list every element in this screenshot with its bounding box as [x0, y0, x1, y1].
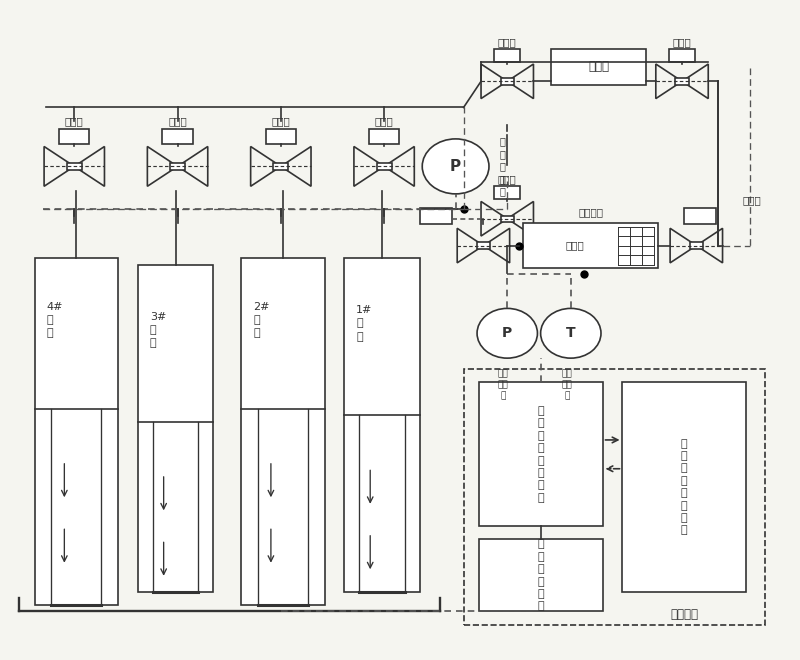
Bar: [59, 129, 90, 144]
Bar: [494, 49, 520, 62]
Text: 控制系统: 控制系统: [670, 608, 698, 621]
Bar: [138, 265, 214, 592]
Bar: [669, 49, 695, 62]
Bar: [479, 539, 602, 611]
Bar: [34, 258, 118, 605]
Text: 压
力
传
感
器: 压 力 传 感 器: [499, 137, 505, 196]
Bar: [369, 129, 399, 144]
Circle shape: [541, 308, 601, 358]
Text: 信
号
处
理
控
制
单
元: 信 号 处 理 控 制 单 元: [538, 406, 544, 503]
FancyBboxPatch shape: [675, 78, 689, 84]
FancyBboxPatch shape: [66, 162, 82, 170]
Bar: [523, 223, 658, 268]
FancyBboxPatch shape: [274, 162, 288, 170]
Text: 2#
活
塞: 2# 活 塞: [253, 302, 270, 339]
FancyBboxPatch shape: [377, 162, 392, 170]
Text: 电磁阀: 电磁阀: [168, 117, 187, 127]
FancyBboxPatch shape: [170, 162, 185, 170]
FancyBboxPatch shape: [690, 242, 703, 249]
Text: 1#
活
塞: 1# 活 塞: [356, 306, 373, 342]
Bar: [420, 208, 452, 224]
Bar: [479, 382, 602, 526]
Circle shape: [422, 139, 489, 194]
Circle shape: [477, 308, 538, 358]
Text: 被检物: 被检物: [565, 241, 584, 251]
FancyBboxPatch shape: [501, 78, 514, 84]
FancyBboxPatch shape: [477, 242, 490, 249]
Text: 电磁阀: 电磁阀: [271, 117, 290, 127]
Text: 3#
活
塞: 3# 活 塞: [150, 312, 166, 348]
Text: T: T: [566, 326, 576, 341]
Text: 操
作
显
示
控
制
单
元: 操 作 显 示 控 制 单 元: [681, 439, 687, 535]
Text: 伺
服
运
动
控
制: 伺 服 运 动 控 制: [538, 539, 544, 611]
Text: 流量计: 流量计: [588, 60, 609, 73]
Text: P: P: [502, 326, 512, 341]
Bar: [266, 129, 296, 144]
Bar: [241, 258, 325, 605]
Bar: [685, 208, 716, 224]
Text: 电磁阀: 电磁阀: [673, 37, 691, 47]
Bar: [494, 186, 520, 199]
Bar: [162, 129, 193, 144]
Text: 标准卡具: 标准卡具: [578, 207, 603, 216]
Text: 电磁阀: 电磁阀: [498, 174, 517, 184]
Text: 温度
传感
器: 温度 传感 器: [562, 369, 572, 401]
Bar: [622, 382, 746, 592]
Text: 电磁阀: 电磁阀: [742, 195, 762, 205]
Text: 4#
活
塞: 4# 活 塞: [46, 302, 63, 339]
Bar: [463, 369, 766, 624]
Text: 电磁阀: 电磁阀: [498, 37, 517, 47]
Text: 电磁阀: 电磁阀: [65, 117, 84, 127]
FancyBboxPatch shape: [501, 216, 514, 222]
Text: 压力
传感
器: 压力 传感 器: [498, 369, 509, 401]
Text: P: P: [450, 159, 461, 174]
Bar: [344, 258, 420, 592]
Text: 电磁阀: 电磁阀: [374, 117, 394, 127]
Bar: [551, 49, 646, 84]
